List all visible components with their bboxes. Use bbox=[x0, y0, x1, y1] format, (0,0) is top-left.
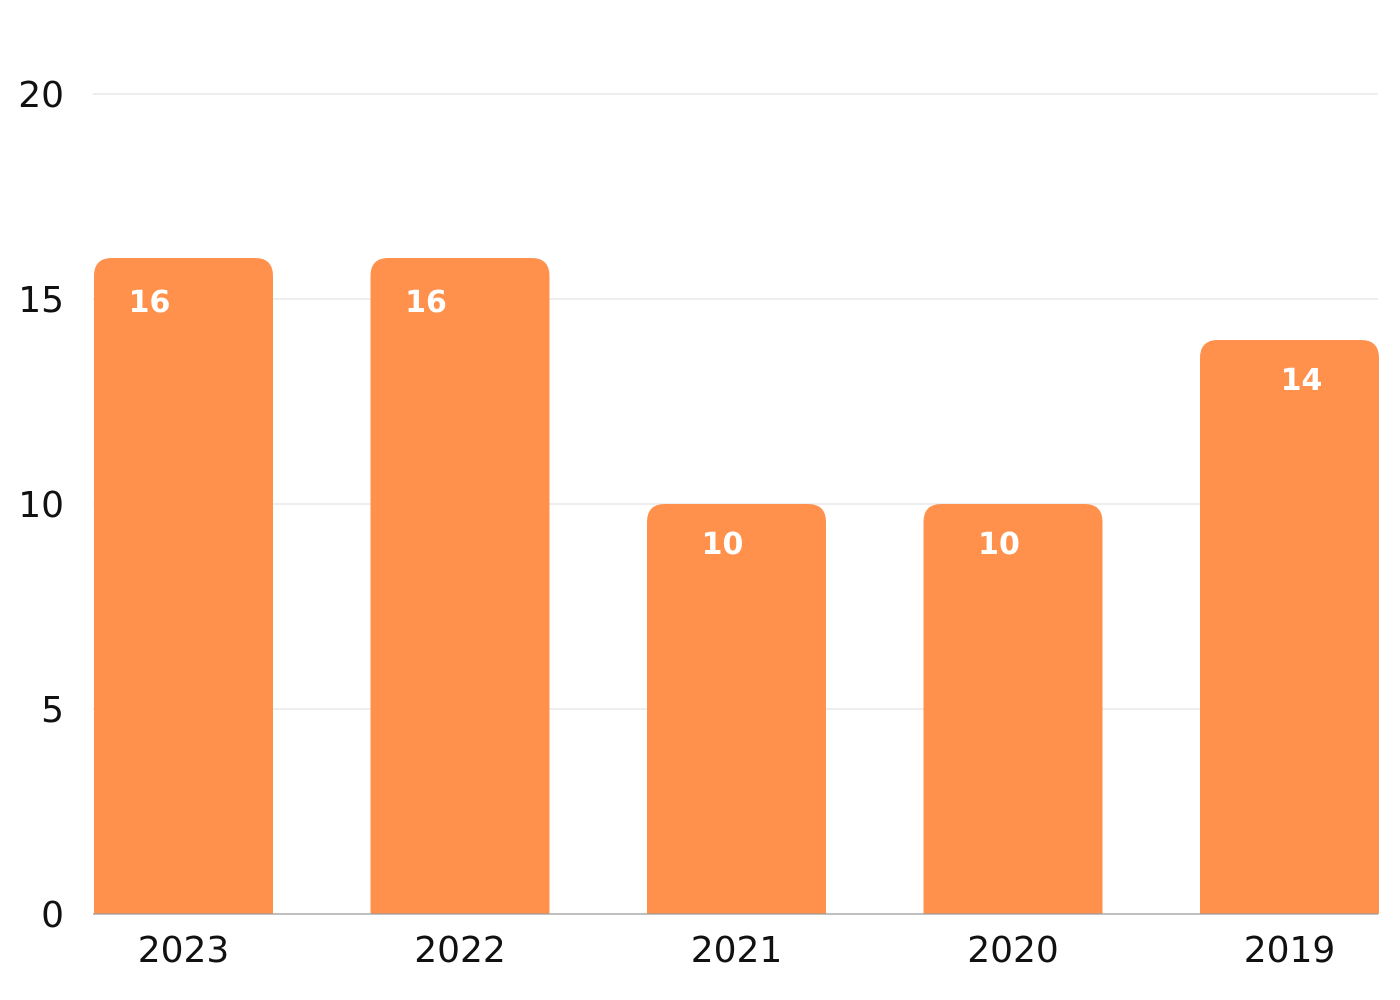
bar-2020 bbox=[923, 504, 1103, 914]
x-tick-label-2020: 2020 bbox=[967, 930, 1059, 971]
bar-2023 bbox=[94, 258, 273, 914]
x-tick-label-2019: 2019 bbox=[1244, 930, 1336, 971]
bar-2019 bbox=[1200, 340, 1379, 914]
data-label-2023: 16 bbox=[129, 285, 171, 320]
y-axis: 0 5 10 15 20 bbox=[18, 75, 64, 936]
bar-2021 bbox=[647, 504, 826, 914]
x-tick-label-2021: 2021 bbox=[691, 930, 783, 971]
data-label-2019: 14 bbox=[1281, 363, 1323, 398]
data-label-2022: 16 bbox=[405, 285, 447, 320]
y-tick-label-20: 20 bbox=[18, 75, 64, 116]
bar-layer bbox=[94, 258, 1379, 914]
y-tick-label-5: 5 bbox=[41, 690, 64, 731]
y-tick-label-15: 15 bbox=[18, 280, 64, 321]
data-label-2021: 10 bbox=[702, 527, 744, 562]
x-axis: 2023 2022 2021 2020 2019 bbox=[93, 913, 1378, 971]
x-tick-label-2023: 2023 bbox=[138, 930, 230, 971]
data-label-2020: 10 bbox=[978, 527, 1020, 562]
y-tick-label-0: 0 bbox=[41, 895, 64, 936]
bar-2022 bbox=[370, 258, 550, 914]
x-tick-label-2022: 2022 bbox=[414, 930, 506, 971]
y-tick-label-10: 10 bbox=[18, 485, 64, 526]
data-label-layer: 16 16 10 10 14 bbox=[129, 285, 1323, 562]
